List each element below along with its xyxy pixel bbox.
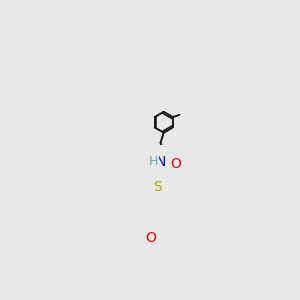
Text: O: O [171,157,182,171]
Text: N: N [155,155,166,169]
Text: H: H [148,155,158,168]
Text: S: S [154,180,162,194]
Text: O: O [145,231,156,244]
